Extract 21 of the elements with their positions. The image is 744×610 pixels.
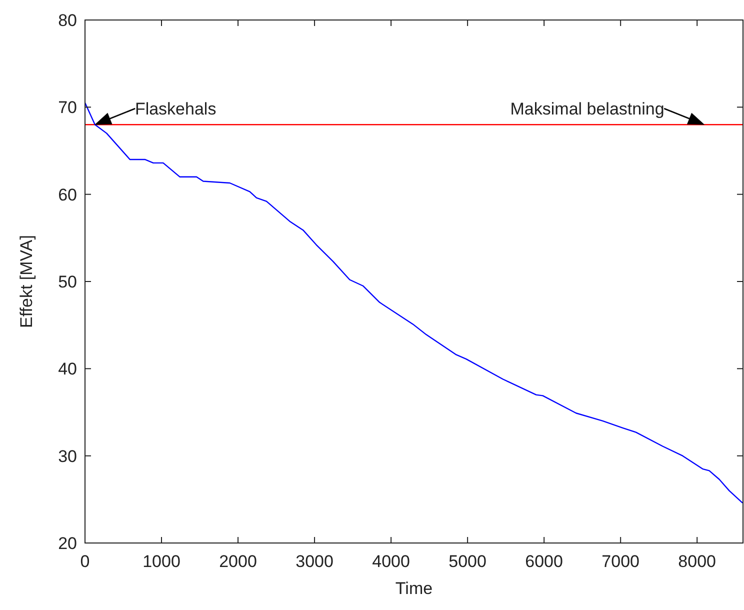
y-tick-label: 30: [58, 446, 77, 466]
annotation: Flaskehals: [134, 100, 216, 119]
x-tick-label: 0: [80, 552, 90, 571]
y-tick-label: 20: [58, 534, 77, 553]
x-tick-label: 5000: [448, 552, 486, 571]
x-tick-label: 3000: [296, 552, 334, 571]
annotation: Maksimal belastning: [510, 100, 664, 119]
y-tick-label: 60: [58, 185, 77, 204]
x-tick-label: 2000: [219, 552, 257, 571]
x-tick-label: 7000: [602, 552, 640, 571]
x-tick-label: 1000: [142, 552, 180, 571]
x-tick-label: 4000: [372, 552, 410, 571]
x-axis-title: Time: [395, 579, 433, 598]
y-tick-label: 50: [58, 272, 77, 292]
y-tick-label: 80: [58, 10, 77, 30]
y-tick-label: 40: [58, 360, 77, 379]
x-tick-label: 6000: [525, 552, 563, 571]
y-tick-label: 70: [58, 98, 77, 118]
x-tick-label: 8000: [678, 552, 716, 571]
y-axis-title: Effekt [MVA]: [17, 235, 36, 328]
line-series: [85, 102, 743, 504]
